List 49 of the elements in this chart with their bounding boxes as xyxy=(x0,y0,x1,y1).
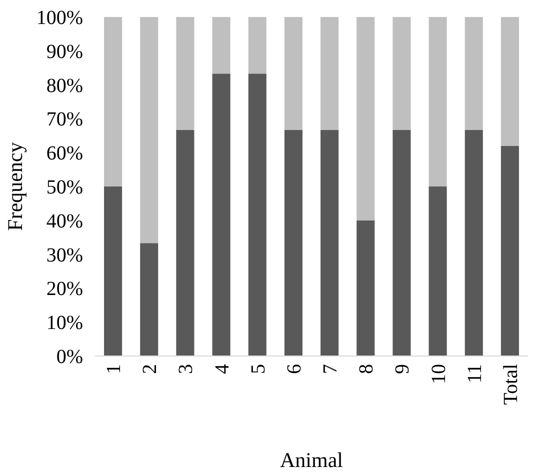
x-tick-label: 3 xyxy=(175,364,198,374)
y-axis-title: Frequency xyxy=(3,142,27,231)
bar xyxy=(500,146,519,356)
bar xyxy=(140,17,158,244)
bar xyxy=(464,17,483,130)
bar xyxy=(464,130,483,356)
bar xyxy=(284,17,302,130)
bar xyxy=(104,186,122,356)
bar xyxy=(356,220,375,356)
x-tick-label: 1 xyxy=(103,364,126,374)
bar xyxy=(176,130,194,356)
bar xyxy=(320,130,339,356)
bar xyxy=(356,17,375,220)
x-tick-label: 5 xyxy=(247,364,270,374)
bar xyxy=(248,17,266,74)
y-tick-label: 80% xyxy=(46,74,83,97)
bar xyxy=(140,243,158,356)
y-tick-label: 50% xyxy=(46,176,83,198)
bar xyxy=(392,130,411,356)
y-tick-label: 30% xyxy=(46,244,83,266)
x-tick-label: 4 xyxy=(211,364,234,374)
x-tick-label: 8 xyxy=(356,364,378,374)
x-tick-label: Total xyxy=(500,364,522,405)
bar xyxy=(392,17,411,130)
bar xyxy=(212,74,230,356)
x-axis-title: Animal xyxy=(280,448,344,472)
bar xyxy=(320,17,339,130)
bar xyxy=(284,130,302,356)
y-tick-label: 0% xyxy=(56,346,83,368)
y-tick-label: 20% xyxy=(46,278,83,300)
x-tick-label: 11 xyxy=(464,364,486,384)
y-tick-label: 40% xyxy=(46,210,83,232)
y-tick-label: 90% xyxy=(46,40,83,63)
bar xyxy=(500,17,519,146)
bar xyxy=(104,17,122,186)
y-tick-label: 10% xyxy=(46,312,83,334)
x-tick-label: 7 xyxy=(320,364,342,374)
bar xyxy=(248,74,266,356)
y-tick-label: 100% xyxy=(36,7,83,29)
bar xyxy=(176,17,194,130)
x-tick-label: 9 xyxy=(392,364,414,374)
bar xyxy=(428,186,447,356)
bar xyxy=(212,17,230,74)
y-tick-label: 60% xyxy=(46,142,83,165)
x-tick-label: 2 xyxy=(139,364,162,374)
bar xyxy=(428,17,447,186)
x-tick-label: 10 xyxy=(428,364,450,384)
x-tick-label: 6 xyxy=(283,364,306,374)
y-tick-label: 70% xyxy=(46,108,83,131)
